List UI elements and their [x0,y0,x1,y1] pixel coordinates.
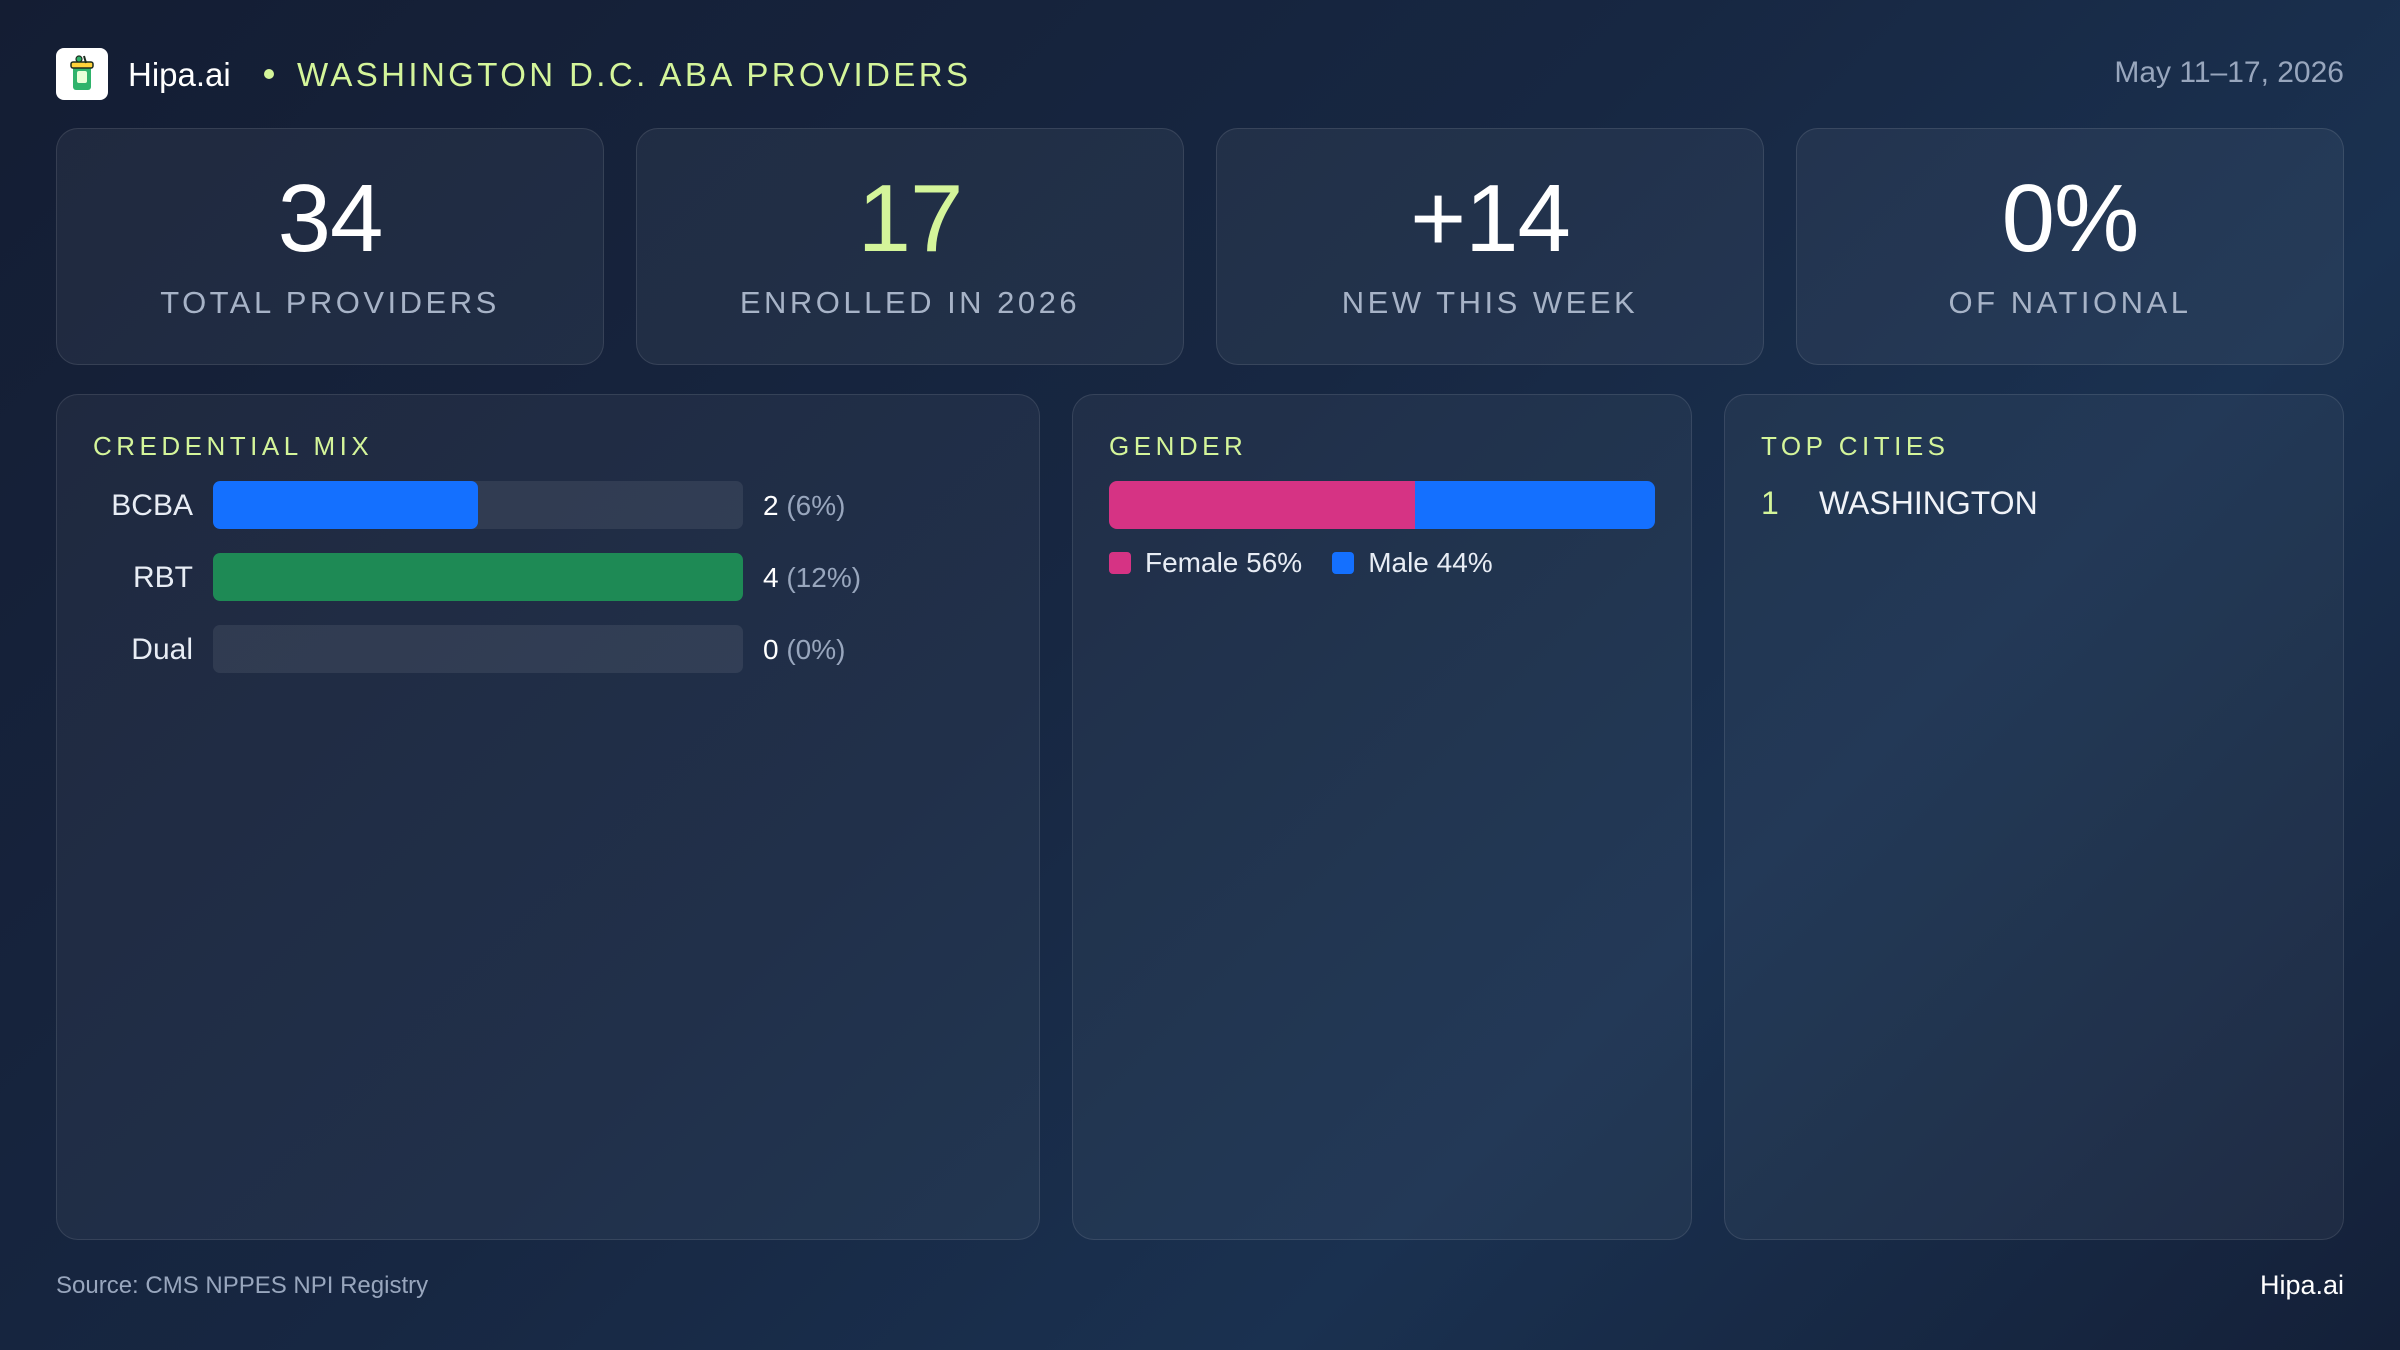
credential-count-pct: (6%) [786,490,846,521]
top-cities-panel: TOP CITIES 1 WASHINGTON [1724,394,2344,1240]
kpi-card-of-national: 0% OF NATIONAL [1796,128,2344,365]
credential-row-rbt: RBT 4 (12%) [57,553,1039,601]
kpi-label: TOTAL PROVIDERS [160,285,500,320]
brand-name: Hipa.ai [128,56,231,93]
kpi-label: OF NATIONAL [1948,285,2192,320]
city-rank: 1 [1761,485,1779,521]
credential-label: BCBA [111,489,193,522]
credential-count-value: 4 [763,562,779,593]
credential-bar-fill [213,553,743,601]
credential-count: 2 (6%) [763,490,845,522]
credential-count: 0 (0%) [763,634,845,666]
credential-count: 4 (12%) [763,562,861,594]
separator-dot [264,69,274,79]
credential-bar-track [213,553,743,601]
legend-label-female: Female 56% [1145,547,1303,578]
credential-mix-panel: CREDENTIAL MIX BCBA 2 (6%) RBT 4 (12%) D… [56,394,1040,1240]
credential-bar-track [213,481,743,529]
credential-count-value: 0 [763,634,779,665]
kpi-label: NEW THIS WEEK [1341,285,1639,320]
header: Hipa.ai WASHINGTON D.C. ABA PROVIDERS Ma… [56,46,2344,102]
gender-panel: GENDER Female 56% Male 44% [1072,394,1692,1240]
gender-bar-female [1109,481,1415,529]
page-title: WASHINGTON D.C. ABA PROVIDERS [297,56,972,93]
credential-bar-fill [213,481,478,529]
credential-count-pct: (12%) [786,562,862,593]
kpi-card-enrolled: 17 ENROLLED IN 2026 [636,128,1184,365]
legend-swatch-female [1109,552,1131,574]
kpi-value: 0% [2001,165,2140,272]
logo [56,48,108,100]
credential-row-dual: Dual 0 (0%) [57,625,1039,673]
city-name: WASHINGTON [1819,485,2038,521]
kpi-card-total-providers: 34 TOTAL PROVIDERS [56,128,604,365]
legend-item-male: Male 44% [1332,547,1493,579]
credential-label: Dual [131,633,193,666]
kpi-value: 34 [277,165,384,272]
panel-title: CREDENTIAL MIX [93,431,374,461]
kpi-label: ENROLLED IN 2026 [739,285,1081,320]
kpi-value: +14 [1410,165,1571,272]
credential-label: RBT [133,561,193,594]
date-range: May 11–17, 2026 [2114,56,2344,89]
legend-label-male: Male 44% [1368,547,1493,578]
gender-bar [1109,481,1655,529]
panel-title: TOP CITIES [1761,431,1950,461]
legend-swatch-male [1332,552,1355,574]
credential-count-pct: (0%) [786,634,846,665]
footer-source: Source: CMS NPPES NPI Registry [56,1272,429,1299]
panel-title: GENDER [1109,431,1248,461]
gender-bar-male [1414,481,1655,529]
kpi-value: 17 [857,165,964,272]
gender-legend: Female 56% Male 44% [1109,547,1523,579]
legend-item-female: Female 56% [1109,547,1302,579]
credential-row-bcba: BCBA 2 (6%) [57,481,1039,529]
cup-icon [70,55,94,90]
footer-brand: Hipa.ai [2259,1270,2344,1300]
credential-bar-track [213,625,743,673]
credential-count-value: 2 [763,490,779,521]
kpi-card-new-this-week: +14 NEW THIS WEEK [1216,128,1764,365]
